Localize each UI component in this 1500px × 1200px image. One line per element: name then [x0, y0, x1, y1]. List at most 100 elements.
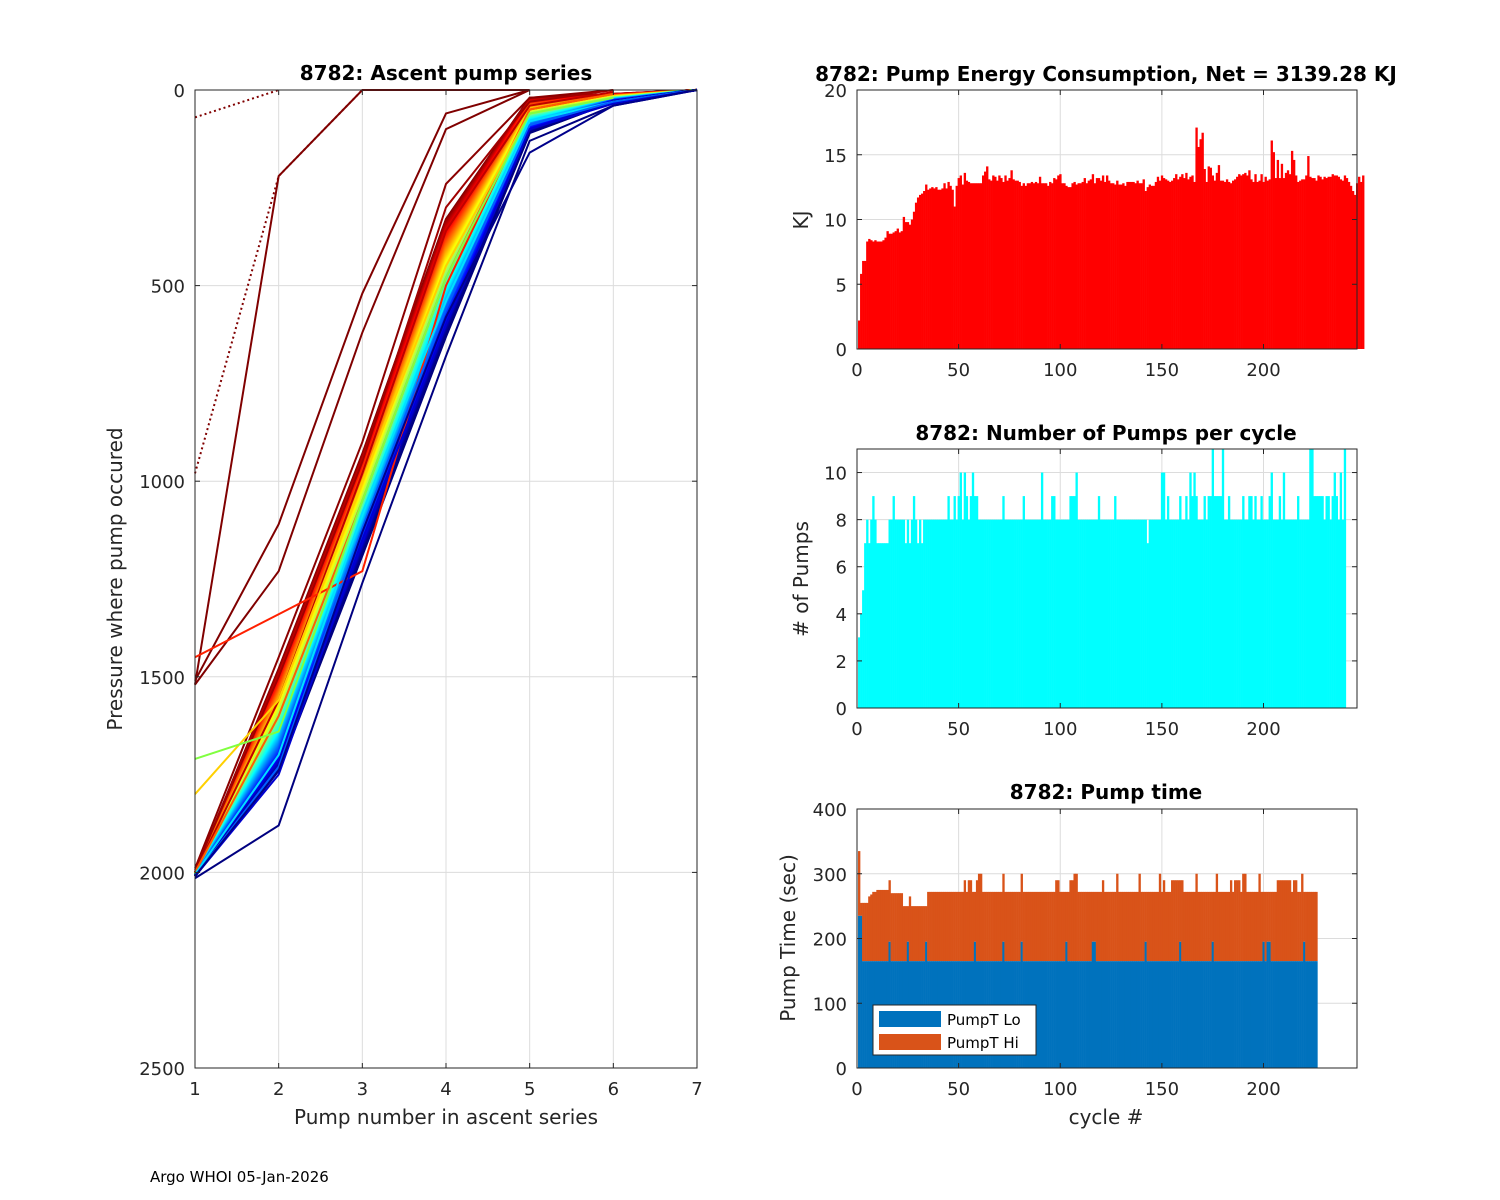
bar [1059, 174, 1062, 349]
bar-pumpt-hi [1022, 891, 1025, 962]
bar-pumpt-hi [1024, 891, 1028, 962]
bar [933, 519, 936, 708]
bar [1234, 519, 1237, 708]
bar [1032, 519, 1036, 708]
series-line [194, 89, 698, 877]
bar [988, 179, 991, 349]
bar-pumpt-hi [1073, 873, 1076, 962]
bar-pumpt-lo [1045, 961, 1048, 1068]
bar [1026, 183, 1030, 349]
bar [1250, 179, 1253, 349]
bar-pumpt-lo [1221, 961, 1225, 1068]
bar-pumpt-lo [1069, 961, 1072, 1068]
bar [1323, 519, 1326, 708]
bar [1238, 519, 1241, 708]
bar-pumpt-hi [1305, 891, 1308, 962]
bar-pumpt-lo [1236, 961, 1239, 1068]
bar-pumpt-hi [984, 891, 987, 962]
bar-pumpt-lo [1085, 961, 1088, 1068]
bar-pumpt-hi [1026, 891, 1030, 962]
bar-pumpt-hi [1240, 891, 1243, 962]
bar-pumpt-lo [1105, 961, 1109, 1068]
bar [1254, 496, 1257, 708]
x-tick-label: 1 [189, 1079, 200, 1100]
bar-pumpt-lo [1081, 961, 1084, 1068]
bar-pumpt-hi [1110, 891, 1113, 962]
bar [1353, 194, 1357, 349]
bar-pumpt-lo [1071, 961, 1074, 1068]
bar [1272, 519, 1275, 708]
bar-pumpt-lo [1278, 961, 1282, 1068]
x-tick-label: 50 [947, 360, 970, 381]
bar-pumpt-lo [1158, 961, 1162, 1068]
bar [982, 175, 985, 349]
bar [1343, 449, 1347, 708]
bar-pumpt-hi [878, 889, 881, 962]
bars [858, 449, 1347, 708]
series-line [194, 89, 614, 871]
bar [953, 206, 956, 349]
bar [965, 180, 969, 349]
bar [1288, 519, 1292, 708]
y-tick-label: 0 [836, 699, 847, 720]
bar [1032, 183, 1036, 349]
bar [1236, 176, 1239, 349]
bar [1297, 181, 1300, 349]
bar [957, 496, 960, 708]
bar-pumpt-lo [1083, 961, 1086, 1068]
bar [1311, 178, 1314, 349]
bar-pumpt-lo [1097, 961, 1101, 1068]
bar [951, 519, 954, 708]
bar [914, 202, 918, 349]
bar [1207, 166, 1210, 349]
x-axis-label: Pump number in ascent series [294, 1105, 598, 1129]
bar-pumpt-lo [1126, 961, 1129, 1068]
bar-pumpt-hi [1213, 891, 1217, 962]
bar-pumpt-hi [1181, 880, 1184, 962]
bar [1049, 519, 1052, 708]
bar-pumpt-hi [1246, 891, 1249, 962]
bar [1319, 496, 1322, 708]
x-tick-label: 5 [524, 1079, 535, 1100]
bar [1297, 496, 1300, 708]
bar [1270, 472, 1273, 708]
bar [949, 185, 952, 349]
bar [868, 238, 871, 349]
bar [996, 519, 999, 708]
bar [878, 543, 881, 708]
bar [1201, 132, 1204, 349]
bar-pumpt-lo [1075, 961, 1078, 1068]
bar-pumpt-hi [1101, 880, 1105, 962]
bar-pumpt-lo [1232, 961, 1235, 1068]
bar [882, 543, 885, 708]
bar [1057, 519, 1060, 708]
bar-pumpt-hi [1244, 873, 1247, 962]
bar-pumpt-hi [1256, 891, 1259, 962]
bar-pumpt-hi [1028, 891, 1032, 962]
bar-pumpt-hi [1016, 891, 1019, 962]
bar [1313, 496, 1316, 708]
bar [1010, 519, 1013, 708]
bar-pumpt-hi [1268, 891, 1271, 942]
bar [1099, 180, 1103, 349]
bar-pumpt-lo [1077, 961, 1080, 1068]
bar-pumpt-hi [1140, 891, 1143, 962]
bar [1166, 496, 1170, 708]
bar-pumpt-hi [1063, 891, 1066, 962]
bar [963, 472, 967, 708]
bar [1146, 543, 1149, 708]
bar-pumpt-hi [1144, 891, 1147, 942]
bar [1073, 181, 1076, 349]
bar-pumpt-hi [953, 891, 956, 962]
bar [1093, 519, 1097, 708]
bar [1262, 519, 1265, 708]
bar [898, 519, 901, 708]
y-tick-label: 0 [836, 340, 847, 361]
bar-pumpt-lo [1138, 961, 1141, 1068]
bar [1020, 519, 1023, 708]
bar-pumpt-hi [990, 891, 993, 962]
bar [1138, 519, 1141, 708]
legend-swatch-pumpt-lo [879, 1011, 941, 1027]
bar-pumpt-hi [955, 891, 958, 962]
bar [967, 181, 971, 349]
